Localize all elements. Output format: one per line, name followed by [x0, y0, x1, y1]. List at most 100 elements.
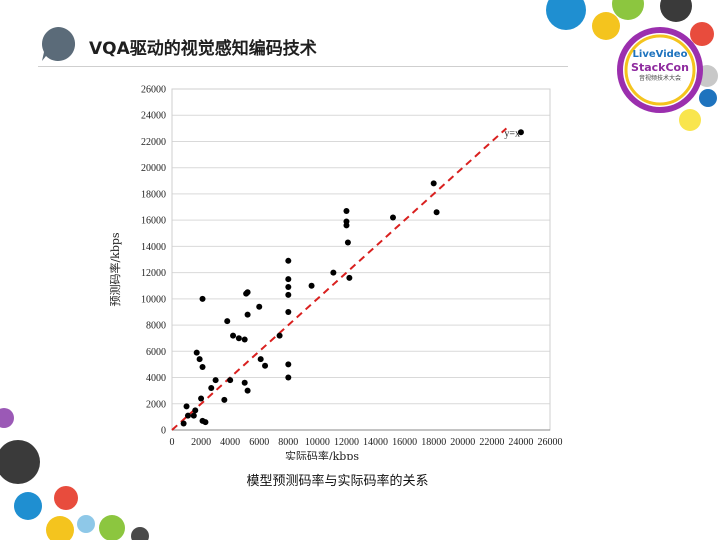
data-point: [285, 284, 292, 291]
x-tick-label: 24000: [508, 437, 533, 448]
data-point: [202, 419, 209, 426]
logo-line3: 音视频技术大会: [638, 75, 681, 82]
x-tick-label: 18000: [421, 437, 446, 448]
grid-lines: [172, 88, 550, 405]
data-point: [343, 222, 350, 229]
data-point: [256, 303, 263, 310]
x-tick-labels: 0 2000 4000 6000 8000 10000 12000 14000 16000 180…: [170, 437, 563, 448]
data-point: [430, 180, 437, 187]
data-point: [244, 289, 251, 296]
data-point: [285, 374, 292, 381]
bubble-green-bottom: [99, 515, 125, 540]
data-point: [285, 308, 292, 315]
data-point: [346, 274, 353, 281]
bubble-dark-small: [131, 527, 149, 540]
y-tick-label: 12000: [141, 268, 166, 279]
x-tick-label: 14000: [363, 437, 388, 448]
plot-frame: [171, 88, 551, 431]
reference-line-label: y=x: [504, 128, 520, 139]
y-tick-label: 2000: [146, 399, 166, 410]
data-point: [235, 335, 242, 342]
data-point: [180, 420, 187, 427]
logo-line2: StackCon: [631, 61, 689, 74]
data-point: [285, 291, 292, 298]
data-point: [276, 332, 283, 339]
x-tick-label: 16000: [392, 437, 417, 448]
data-point: [433, 209, 440, 216]
x-tick-label: 4000: [220, 437, 240, 448]
data-point: [199, 295, 206, 302]
data-point: [241, 336, 248, 343]
x-tick-label: 20000: [450, 437, 475, 448]
data-point: [517, 129, 524, 136]
x-tick-label: 26000: [538, 437, 563, 448]
logo-ring: [617, 27, 703, 113]
data-point: [244, 387, 251, 394]
x-tick-label: 0: [170, 437, 175, 448]
y-tick-label: 26000: [141, 85, 166, 96]
data-point: [190, 412, 197, 419]
y-tick-label: 4000: [146, 373, 166, 384]
data-point: [389, 214, 396, 221]
data-point: [308, 282, 315, 289]
bubble-red-bottom: [54, 486, 78, 510]
data-point: [196, 356, 203, 363]
x-axis-title: 实际码率/kbps: [285, 449, 359, 460]
bubble-yellow: [592, 12, 620, 40]
data-point: [244, 311, 251, 318]
bubble-blue-bottom: [14, 492, 42, 520]
bubble-dark: [660, 0, 692, 22]
title-bubble-icon: [41, 26, 76, 62]
y-tick-label: 0: [161, 426, 166, 437]
y-tick-label: 8000: [146, 321, 166, 332]
x-tick-label: 2000: [191, 437, 211, 448]
data-point: [198, 395, 205, 402]
logo-line1: LiveVideo: [632, 49, 688, 60]
reference-line: [171, 127, 508, 431]
data-point: [285, 361, 292, 368]
y-axis-title: 预测码率/kbps: [108, 232, 122, 306]
data-point: [257, 356, 264, 363]
y-tick-label: 24000: [141, 111, 166, 122]
bubble-lightblue-bottom: [77, 515, 95, 533]
slide-title: VQA驱动的视觉感知编码技术: [89, 39, 317, 59]
data-point: [330, 269, 337, 276]
y-tick-label: 14000: [141, 242, 166, 253]
data-point: [241, 379, 248, 386]
bubble-purple: [0, 408, 14, 428]
data-point: [221, 396, 228, 403]
data-point: [227, 377, 234, 384]
bubble-green: [612, 0, 644, 20]
data-point: [285, 276, 292, 283]
scatter-chart: 0 2000 4000 6000 8000 10000 12000 14000 16000 180…: [108, 85, 563, 461]
reference-line-group: y=x: [171, 127, 520, 431]
bubble-lightyellow: [679, 109, 701, 131]
x-tick-label: 12000: [334, 437, 359, 448]
data-point: [230, 332, 237, 339]
data-point: [224, 318, 231, 325]
event-logo: LiveVideo StackCon 音视频技术大会: [626, 50, 694, 82]
data-point: [343, 207, 350, 214]
data-point: [212, 377, 219, 384]
data-points: [180, 129, 524, 427]
data-point: [183, 403, 190, 410]
bubble-blue-small: [699, 89, 717, 107]
y-tick-label: 10000: [141, 294, 166, 305]
data-point: [184, 412, 191, 419]
y-tick-label: 16000: [141, 216, 166, 227]
bubble-yellow-bottom: [46, 516, 74, 540]
y-tick-label: 18000: [141, 189, 166, 200]
x-tick-label: 6000: [249, 437, 269, 448]
x-tick-label: 22000: [479, 437, 504, 448]
figure-caption: 模型预测码率与实际码率的关系: [246, 474, 429, 489]
data-point: [192, 407, 199, 414]
x-tick-label: 10000: [305, 437, 330, 448]
data-point: [193, 349, 200, 356]
data-point: [199, 364, 206, 371]
title-divider: [38, 66, 568, 67]
y-tick-labels: 0 2000 4000 6000 8000 10000 12000 14000 16000 180…: [141, 85, 166, 437]
y-tick-label: 22000: [141, 137, 166, 148]
data-point: [262, 362, 269, 369]
y-tick-label: 6000: [146, 347, 166, 358]
